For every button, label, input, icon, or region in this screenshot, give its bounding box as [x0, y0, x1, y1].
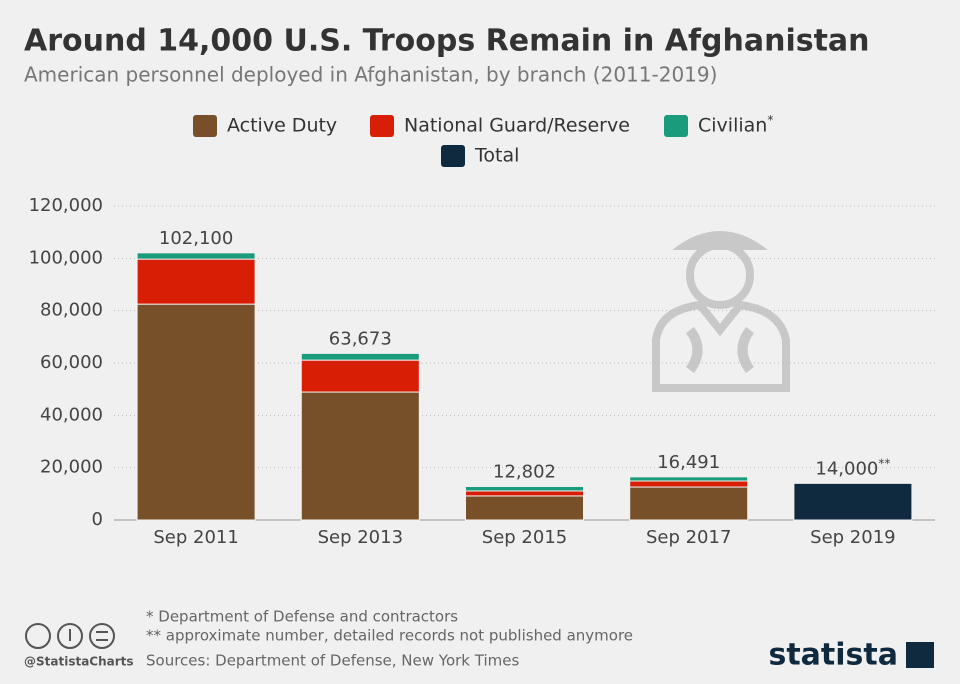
legend-label: Total	[474, 145, 519, 167]
bar-segment	[136, 258, 256, 305]
legend-swatch	[193, 115, 217, 137]
x-tick-label: Sep 2011	[153, 527, 238, 548]
y-tick-label: 80,000	[40, 300, 103, 321]
brand: statista	[768, 638, 898, 673]
total-note: **	[878, 456, 890, 470]
bar-segment	[300, 359, 420, 393]
handle: @StatistaCharts	[24, 655, 134, 669]
legend-label: Civilian*	[698, 113, 773, 137]
footnote: * Department of Defense and contractors	[146, 608, 458, 626]
legend-note: *	[767, 113, 773, 127]
cc-icons	[25, 623, 115, 649]
bar-segment	[300, 352, 420, 361]
bar-segment	[629, 476, 749, 482]
x-tick-label: Sep 2017	[646, 527, 731, 548]
brand-logo	[906, 642, 934, 668]
total-label: 63,673	[329, 328, 392, 349]
x-tick-label: Sep 2013	[318, 527, 403, 548]
bar-segment	[629, 480, 749, 488]
y-tick-label: 20,000	[40, 457, 103, 478]
y-tick-label: 40,000	[40, 404, 103, 425]
bar-segment	[793, 482, 913, 521]
y-tick-label: 60,000	[40, 352, 103, 373]
x-tick-label: Sep 2015	[482, 527, 567, 548]
bar-segment	[300, 391, 420, 521]
legend-swatch	[441, 145, 465, 167]
total-label: 102,100	[159, 228, 233, 249]
legend-swatch	[664, 115, 688, 137]
x-tick-label: Sep 2019	[810, 527, 895, 548]
total-label: 14,000**	[815, 456, 890, 480]
bar-segment	[465, 486, 584, 492]
bar-segment	[465, 495, 584, 521]
total-label: 12,802	[493, 462, 556, 483]
source: Sources: Department of Defense, New York…	[146, 652, 519, 670]
y-tick-label: 120,000	[29, 195, 103, 216]
legend-label: Active Duty	[227, 115, 337, 137]
legend-swatch	[370, 115, 394, 137]
chart-subtitle: American personnel deployed in Afghanist…	[24, 63, 717, 87]
total-label: 16,491	[657, 452, 720, 473]
bar-segment	[465, 490, 584, 497]
soldier-icon	[652, 231, 790, 392]
legend-label: National Guard/Reserve	[404, 115, 630, 137]
footnote: ** approximate number, detailed records …	[146, 627, 633, 645]
bar-segment	[136, 252, 256, 260]
bar-segment	[629, 486, 749, 521]
y-tick-label: 0	[92, 509, 103, 530]
y-tick-label: 100,000	[29, 247, 103, 268]
bar-segment	[136, 303, 256, 521]
chart-title: Around 14,000 U.S. Troops Remain in Afgh…	[24, 24, 870, 59]
